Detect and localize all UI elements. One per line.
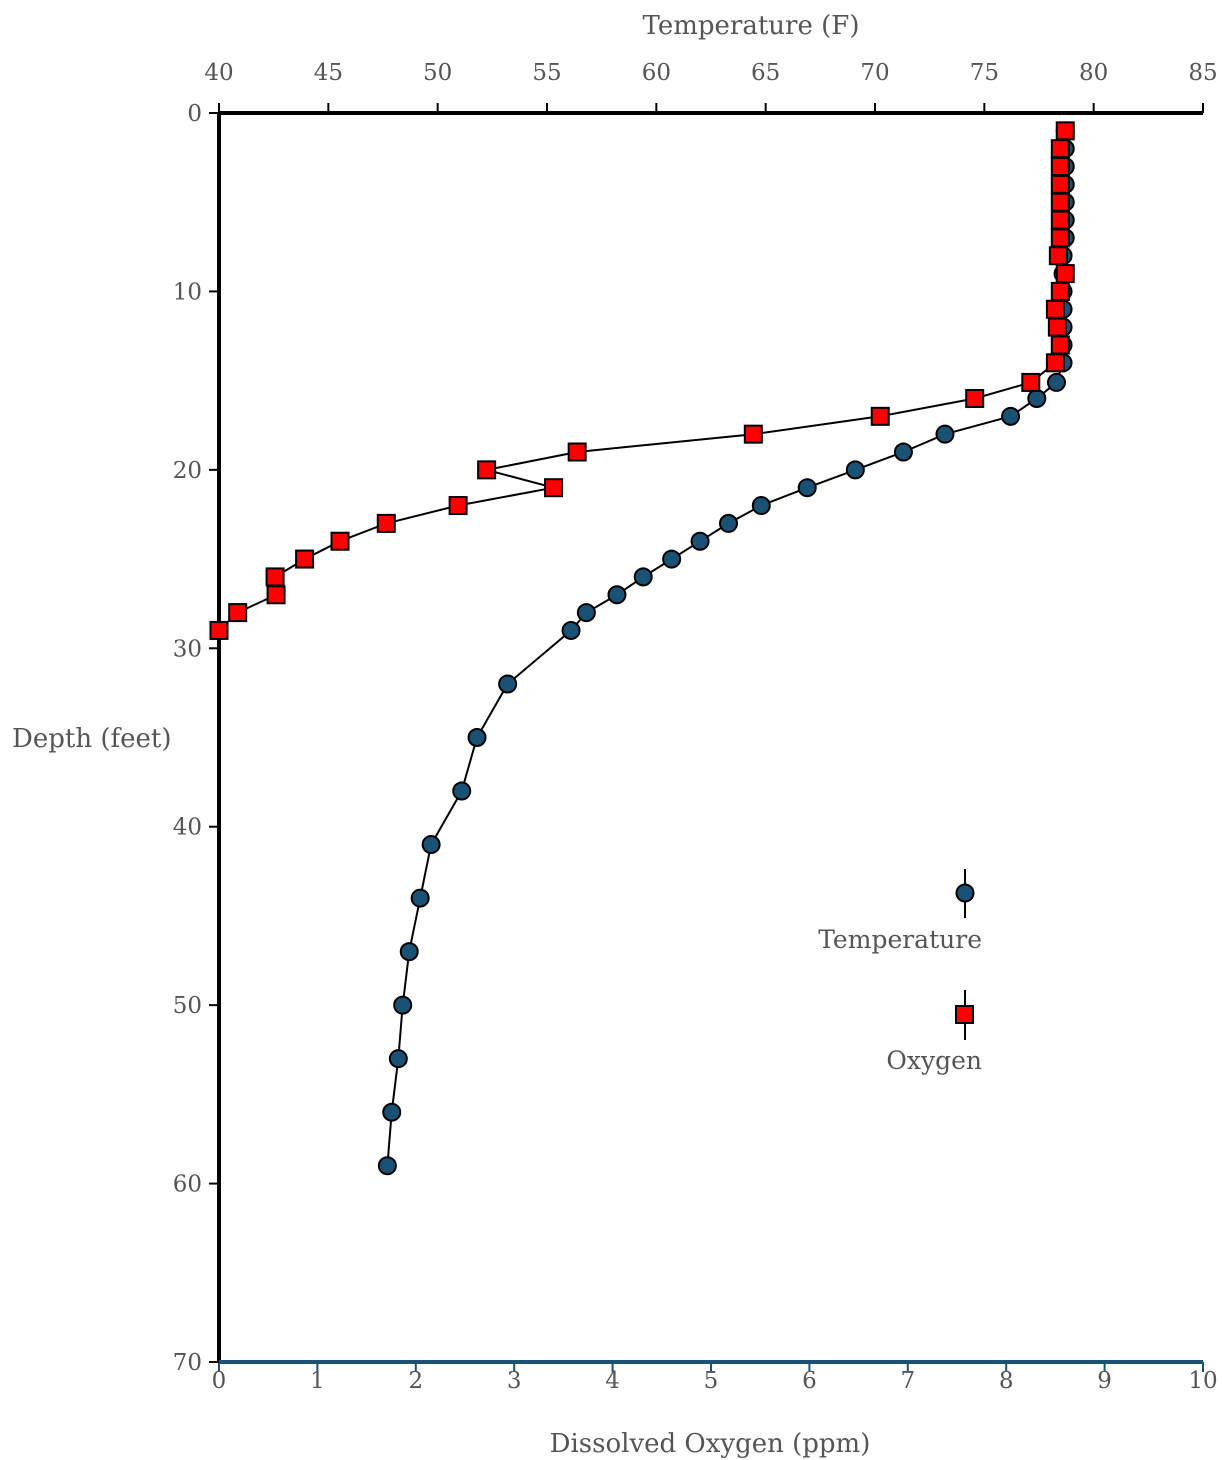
bottom-axis-tick-label: 1 [310,1368,325,1394]
oxygen-series-line [218,130,1067,632]
y-axis-tick-label: 30 [173,636,202,662]
oxygen-point [567,442,587,462]
oxygen-point [544,478,564,498]
top-axis-tick-label: 65 [751,60,780,86]
top-axis-tick-label: 40 [204,60,233,86]
temperature-point [845,460,865,480]
bottom-axis-tick-label: 10 [1188,1368,1217,1394]
bottom-axis-tick-label: 2 [408,1368,423,1394]
bottom-axis-tick-label: 5 [704,1368,719,1394]
temperature-point [377,1156,397,1176]
oxygen-point [209,620,229,640]
temperature-point [561,620,581,640]
oxygen-point [743,424,763,444]
top-axis-tick-label: 75 [970,60,999,86]
temperature-point [797,478,817,498]
legend-oxygen-label: Oxygen [886,1046,982,1075]
legend-oxygen-marker [955,1005,974,1024]
oxygen-point [1050,157,1070,177]
temperature-point [662,549,682,569]
oxygen-point [376,513,396,533]
oxygen-point [870,406,890,426]
oxygen-point [1045,299,1065,319]
temperature-point [498,674,518,694]
legend-temperature-label: Temperature [818,925,982,954]
temperature-point [452,781,472,801]
top-axis-tick-label: 55 [532,60,561,86]
temperature-point [935,424,955,444]
temperature-point [690,531,710,551]
bottom-axis-tick-label: 4 [605,1368,620,1394]
top-axis-tick-label: 50 [423,60,452,86]
y-axis-title: Depth (feet) [12,724,171,754]
oxygen-point [1021,372,1041,392]
bottom-axis-tick-label: 8 [999,1368,1014,1394]
oxygen-point [1047,317,1067,337]
oxygen-point [1055,121,1075,141]
temperature-point [751,496,771,516]
oxygen-point [448,496,468,516]
bottom-axis-tick-label: 3 [507,1368,522,1394]
series-lines [218,130,1067,1166]
oxygen-point [265,567,285,587]
ticks [209,103,1204,1372]
y-axis-tick-label: 40 [173,815,202,841]
bottom-axis-tick-label: 6 [802,1368,817,1394]
oxygen-point [1050,210,1070,230]
temperature-point [633,567,653,587]
temperature-point [1046,372,1066,392]
bottom-axis-tick-label: 0 [212,1368,227,1394]
top-axis-tick-label: 60 [642,60,671,86]
y-axis-tick-label: 60 [173,1172,202,1198]
y-axis-tick-label: 70 [173,1350,202,1376]
bottom-axis-title: Dissolved Oxygen (ppm) [550,1429,871,1459]
bottom-axis-tick-label: 7 [900,1368,915,1394]
oxygen-point [1055,264,1075,284]
oxygen-point [1050,192,1070,212]
legend-temperature-marker [955,883,975,903]
oxygen-point [477,460,497,480]
temperature-point [1027,388,1047,408]
y-axis-tick-label: 50 [173,993,202,1019]
oxygen-point [1050,174,1070,194]
temperature-point [410,888,430,908]
y-axis-tick-label: 0 [187,101,202,127]
temperature-point [399,942,419,962]
series-markers [209,121,1075,1176]
oxygen-point [965,388,985,408]
temperature-point [393,995,413,1015]
temperature-point [467,728,487,747]
top-axis-tick-label: 80 [1079,60,1108,86]
oxygen-point [1048,246,1068,266]
temperature-point [893,442,913,462]
bottom-axis-tick-label: 9 [1097,1368,1112,1394]
legend: Temperature Oxygen [818,869,982,1075]
top-axis-tick-label: 85 [1188,60,1217,86]
oxygen-point [1045,353,1065,373]
temperature-point [382,1102,402,1122]
top-axis-tick-label: 70 [860,60,889,86]
oxygen-point [330,531,350,551]
oxygen-point [1050,139,1070,159]
temperature-point [718,513,738,533]
top-axis-tick-label: 45 [314,60,343,86]
oxygen-point [1050,281,1070,301]
temperature-point [1001,406,1021,426]
top-axis-title: Temperature (F) [643,11,860,41]
temperature-point [607,585,627,605]
temperature-point [421,835,441,855]
temperature-point [388,1049,408,1069]
y-axis-tick-label: 10 [173,279,202,305]
tick-labels: 40 45 50 55 60 65 70 75 80 850 1 2 3 4 5 6 7 8 9 1001020304… [173,60,1218,1394]
oxygen-point [266,585,286,605]
oxygen-point [1050,228,1070,248]
oxygen-point [1050,335,1070,355]
y-axis-tick-label: 20 [173,458,202,484]
oxygen-point [295,549,315,569]
oxygen-point [228,603,248,623]
temperature-point [576,603,596,623]
